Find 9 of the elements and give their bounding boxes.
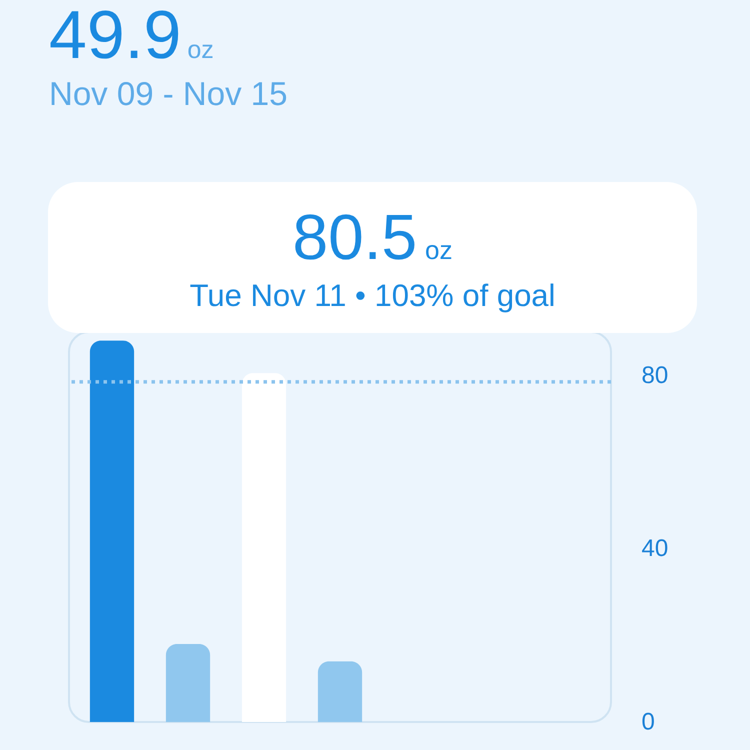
bar xyxy=(90,340,134,722)
bar xyxy=(166,644,210,722)
chart-subtitle: Nov 09 - Nov 15 xyxy=(49,75,288,112)
y-tick-label: 0 xyxy=(642,708,655,736)
y-tick-label: 40 xyxy=(642,535,668,562)
bar xyxy=(242,373,286,722)
y-tick-label: 80 xyxy=(642,362,668,389)
text: Tue Nov 11 • 103% of goal xyxy=(190,278,556,313)
bar xyxy=(318,661,362,722)
